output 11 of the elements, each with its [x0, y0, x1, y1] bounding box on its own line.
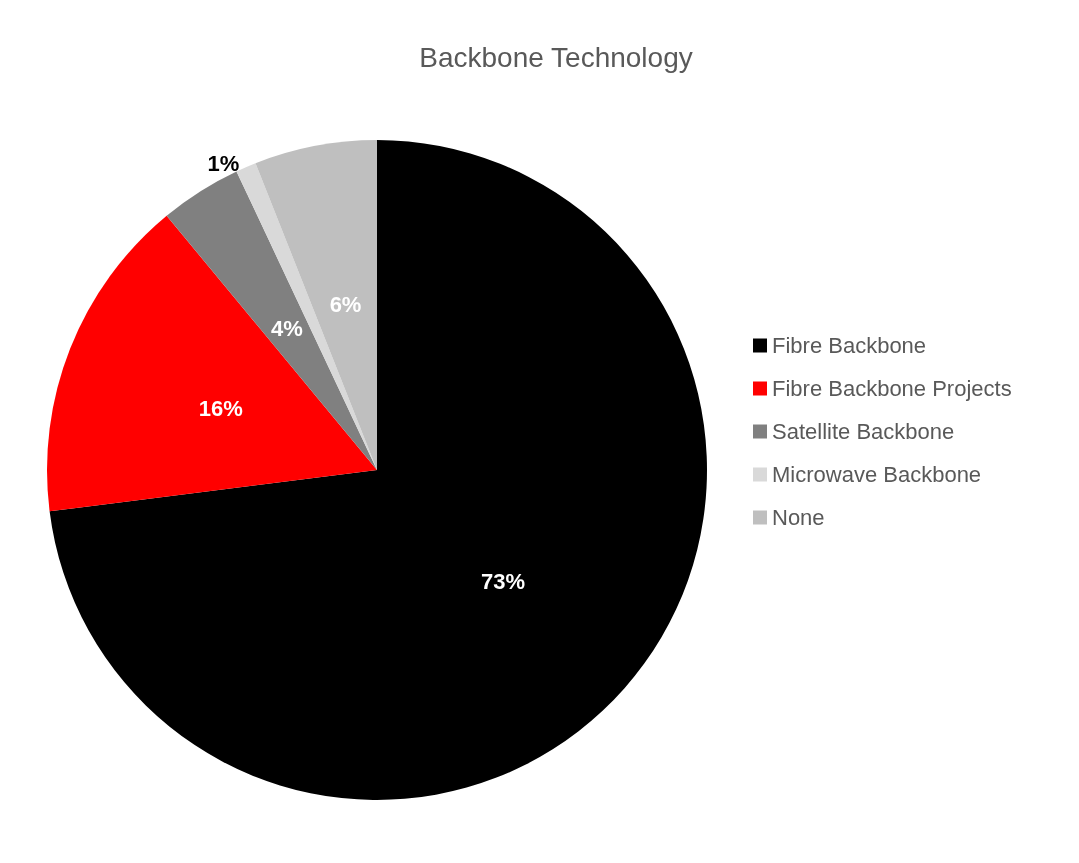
- chart-title: Backbone Technology: [419, 41, 693, 73]
- data-label: 16%: [198, 395, 243, 421]
- data-label: 4%: [271, 315, 303, 341]
- data-label: 6%: [329, 292, 362, 318]
- data-label: 73%: [481, 568, 526, 594]
- legend-label: Satellite Backbone: [772, 419, 955, 444]
- legend-label: None: [772, 505, 825, 530]
- legend-label: Microwave Backbone: [772, 462, 982, 487]
- data-label: 1%: [207, 150, 240, 176]
- legend-label: Fibre Backbone: [772, 333, 927, 358]
- legend-label: Fibre Backbone Projects: [772, 376, 1012, 401]
